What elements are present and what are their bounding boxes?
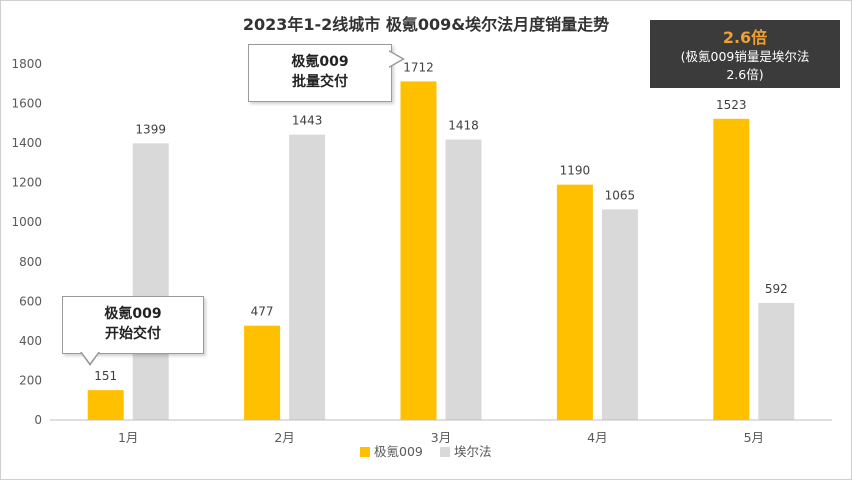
bar-jiyue009-4 [556,184,593,420]
bar-jiyue009-2 [244,325,281,420]
bar-alphard-2 [289,134,326,420]
y-tick-label: 1800 [11,57,42,71]
callout-start-delivery-line1: 极氪009 [104,306,162,322]
ratio-headline: 2.6倍 [722,28,768,47]
legend: 极氪009 埃尔法 [360,444,492,459]
bar-alphard-4 [601,209,638,420]
bar-alphard-1 [132,143,169,420]
data-label: 1418 [448,119,479,133]
legend-swatch [440,447,450,457]
y-tick-label: 1200 [11,176,42,190]
data-label: 477 [251,305,274,319]
data-label: 1523 [716,98,747,112]
ratio-note-line1: (极氪009销量是埃尔法 [680,49,810,64]
bar-alphard-3 [445,139,482,420]
bar-jiyue009-3 [400,81,437,420]
legend-swatch [360,447,370,457]
x-tick-label: 3月 [431,430,451,445]
x-tick-label: 2月 [274,430,294,445]
y-tick-label: 1000 [11,215,42,229]
x-tick-label: 5月 [744,430,764,445]
callout-start-delivery-line2: 开始交付 [105,326,161,342]
callout-bulk-delivery-line2: 批量交付 [292,74,348,90]
y-tick-label: 1600 [11,97,42,111]
y-tick-label: 800 [19,255,42,269]
callout-start-delivery: 极氪009 开始交付 [62,296,204,354]
ratio-summary-box: 2.6倍 (极氪009销量是埃尔法 2.6倍) [650,20,840,88]
data-label: 1712 [403,60,434,74]
callout-start-delivery-tail-fill [81,351,99,363]
data-label: 592 [765,282,788,296]
callout-bulk-delivery-tail-fill [388,51,402,67]
y-tick-label: 400 [19,334,42,348]
y-tick-label: 200 [19,373,42,387]
bar-alphard-5 [758,302,795,420]
bar-jiyue009-5 [713,118,750,420]
x-tick-label: 4月 [587,430,607,445]
ratio-note-line2: 2.6倍) [726,67,764,82]
chart-title: 2023年1-2线城市 极氪009&埃尔法月度销量走势 [243,15,609,34]
y-tick-label: 600 [19,294,42,308]
y-tick-label: 1400 [11,136,42,150]
bar-jiyue009-1 [87,390,124,420]
data-label: 1190 [560,164,591,178]
data-label: 1443 [292,114,323,128]
legend-label: 埃尔法 [454,444,492,459]
data-label: 151 [94,369,117,383]
x-tick-label: 1月 [118,430,138,445]
legend-label: 极氪009 [374,444,423,459]
data-label: 1065 [605,188,636,202]
callout-bulk-delivery: 极氪009 批量交付 [248,44,392,102]
callout-bulk-delivery-line1: 极氪009 [291,54,349,70]
data-label: 1399 [135,122,166,136]
y-tick-label: 0 [34,413,42,427]
